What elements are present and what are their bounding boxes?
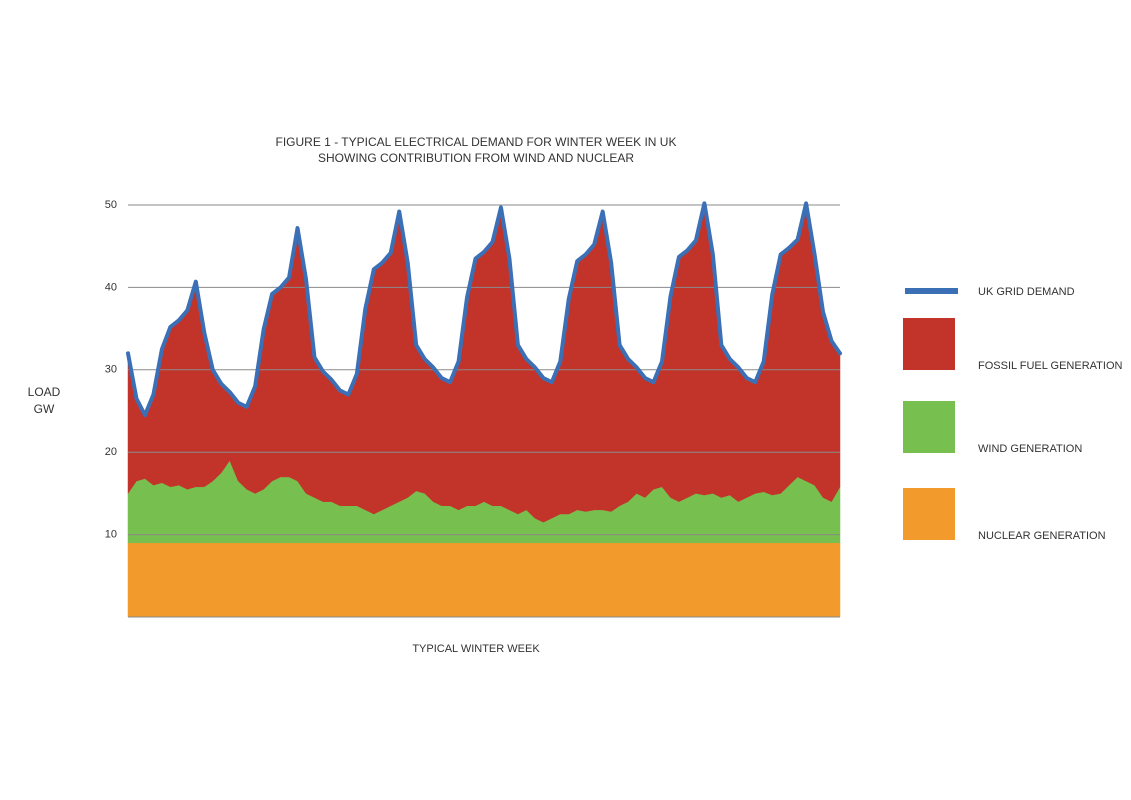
legend-swatch [903,401,955,453]
legend-swatch [903,488,955,540]
y-tick-label: 40 [105,281,117,293]
grid [128,204,840,618]
y-tick-label: 20 [105,446,117,458]
lines [126,201,842,418]
area [127,542,841,618]
y-axis-label: LOAD GW [27,385,61,416]
legend-label: WIND GENERATION [978,443,1082,455]
y-tick-label: 50 [105,199,117,211]
x-axis-label: TYPICAL WINTER WEEK [412,643,540,655]
areas [127,203,841,618]
chart-subtitle: SHOWING CONTRIBUTION FROM WIND AND NUCLE… [318,151,634,165]
legend-label: NUCLEAR GENERATION [978,530,1106,542]
line [126,201,842,418]
legend-swatch [903,318,955,370]
legend-label: FOSSIL FUEL GENERATION [978,360,1123,372]
chart-title: FIGURE 1 - TYPICAL ELECTRICAL DEMAND FOR… [276,135,677,149]
y-tick-label: 10 [105,529,117,541]
legend-swatch [905,288,958,294]
y-tick-label: 30 [105,364,117,376]
legend-label: UK GRID DEMAND [978,286,1075,298]
